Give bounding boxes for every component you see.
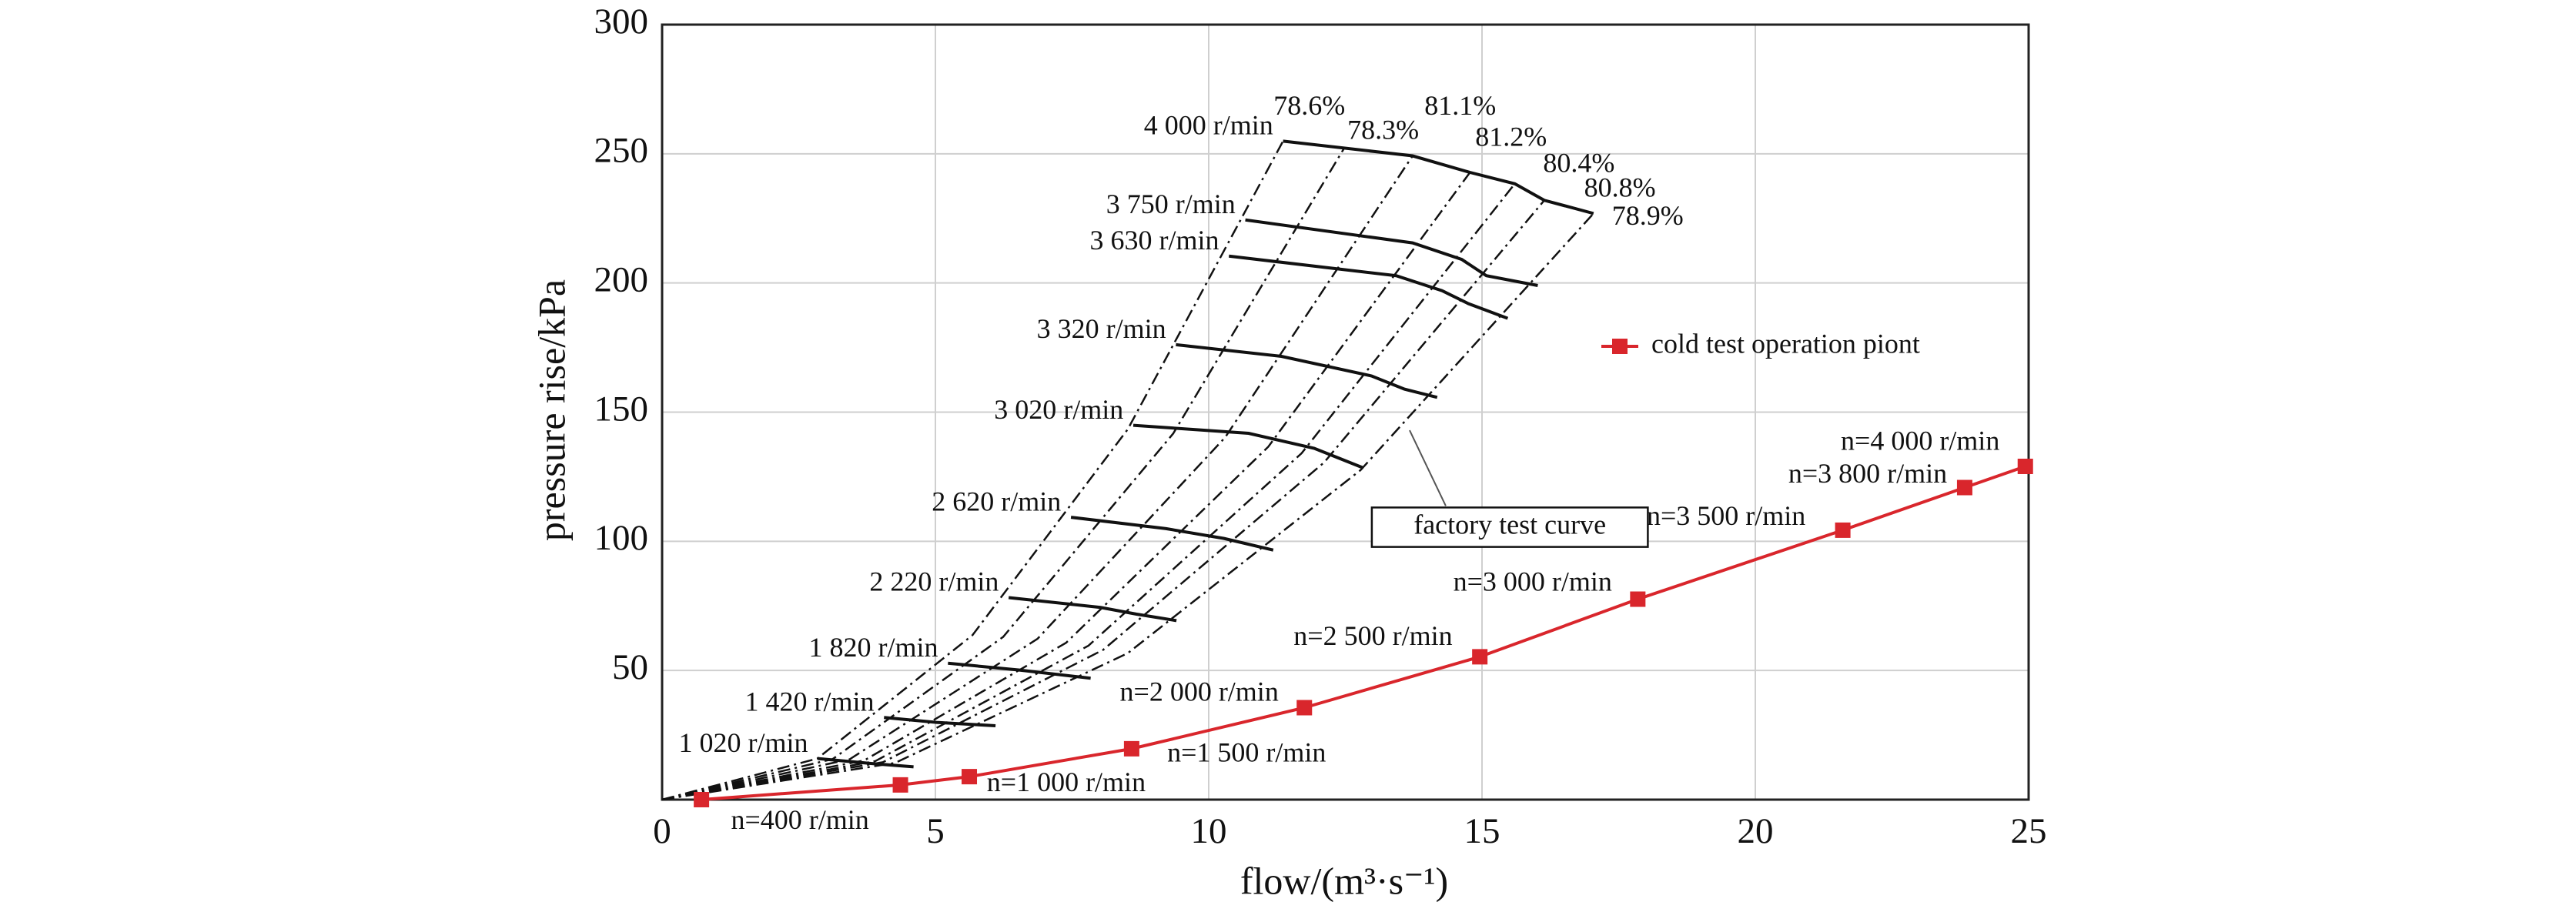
efficiency-label: 78.6% [1273,90,1345,121]
x-tick-label: 0 [653,811,671,851]
y-tick-label: 250 [594,131,649,171]
speed-label: 2 220 r/min [869,566,999,597]
efficiency-line [661,140,1284,801]
efficiency-label: 81.2% [1475,122,1547,152]
y-tick-label: 300 [594,2,649,42]
marker [1956,479,1972,496]
x-tick-label: 10 [1191,811,1227,851]
annotation-leader [1409,429,1447,506]
speed-line [818,757,914,769]
point-label: n=1 000 r/min [987,767,1146,797]
legend-label: cold test operation piont [1651,328,1920,359]
point-label: n=3 500 r/min [1647,500,1805,531]
efficiency-label: 81.1% [1424,90,1496,121]
series-line [701,465,2026,801]
x-tick-label: 25 [2011,811,2047,851]
efficiency-line [661,155,1413,801]
x-axis-label: flow/(m³·s⁻¹) [1240,859,1448,902]
x-tick-label: 15 [1464,811,1500,851]
speed-label: 2 620 r/min [932,486,1061,516]
speed-line [1008,596,1177,623]
annotation-box [1370,506,1649,548]
marker [1472,649,1488,665]
efficiency-label: 78.9% [1612,200,1684,231]
marker [2017,458,2033,474]
speed-label: 3 630 r/min [1089,225,1219,256]
y-tick-label: 100 [594,518,649,558]
speed-line [884,716,996,727]
point-label: n=1 500 r/min [1167,737,1326,768]
speed-line [1132,423,1364,469]
speed-label: 3 020 r/min [994,394,1123,425]
marker [962,769,978,785]
marker [892,777,908,793]
speed-label: 1 820 r/min [809,632,938,663]
efficiency-line [661,148,1345,801]
marker [1296,700,1313,716]
point-label: n=3 800 r/min [1788,458,1947,489]
plot-frame [661,23,2030,801]
efficiency-label: 78.3% [1347,114,1419,145]
speed-line [1070,516,1274,552]
y-axis-label: pressure rise/kPa [530,279,573,541]
speed-label: 3 750 r/min [1106,189,1236,219]
speed-line [1245,218,1538,287]
y-tick-label: 150 [594,389,649,429]
speed-label: 3 320 r/min [1037,313,1166,344]
point-label: n=2 000 r/min [1120,676,1279,707]
y-tick-label: 50 [612,647,648,687]
efficiency-line [661,172,1471,801]
speed-label: 1 020 r/min [679,727,808,758]
point-label: n=4 000 r/min [1841,425,1999,456]
efficiency-label: 80.8% [1584,172,1656,203]
y-tick-label: 200 [594,259,649,299]
annotation: factory test curve [1413,509,1606,540]
legend-marker [1612,339,1628,354]
speed-label: 4 000 r/min [1144,110,1273,141]
marker [1630,591,1646,607]
marker [1835,522,1851,538]
point-label: n=3 000 r/min [1454,566,1612,597]
speed-line [1229,254,1509,320]
speed-line [1283,139,1594,215]
marker [1123,740,1139,757]
efficiency-line [661,199,1545,801]
efficiency-label: 80.4% [1543,148,1614,179]
point-label: n=400 r/min [731,804,869,835]
speed-line [948,661,1091,680]
marker [694,792,710,807]
x-tick-label: 5 [926,811,945,851]
speed-label: 1 420 r/min [744,686,874,717]
speed-line [1176,342,1438,399]
point-label: n=2 500 r/min [1293,620,1452,651]
x-tick-label: 20 [1738,811,1774,851]
efficiency-line [661,182,1516,801]
